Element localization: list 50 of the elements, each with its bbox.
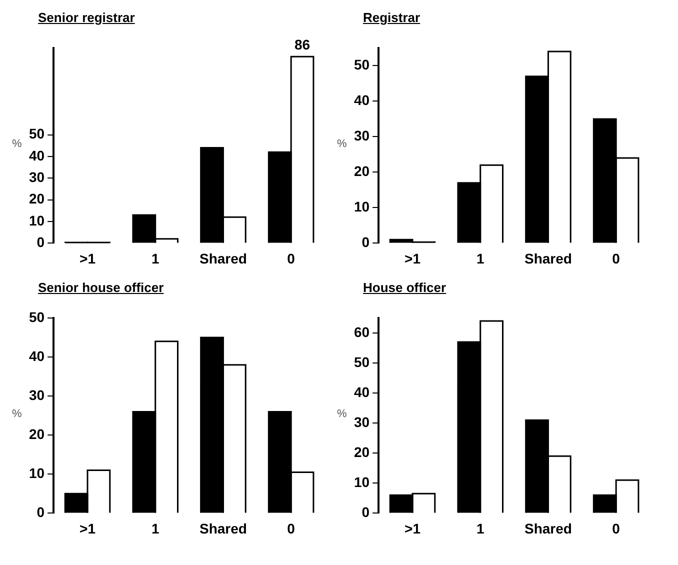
y-tick-label: 10 [28,465,45,482]
x-tick-label: 0 [612,520,620,536]
y-tick-label: 30 [28,386,45,403]
x-tick-label: 1 [476,520,484,536]
x-tick-label: Shared [524,520,572,536]
y-tick-label: 0 [362,234,370,250]
y-axis-title: % [337,408,347,420]
y-tick-label: 10 [354,198,370,215]
y-tick-label: 50 [28,308,45,325]
y-tick-label: 50 [354,56,370,73]
y-tick-label: 30 [354,128,370,144]
x-tick-label: >1 [80,520,96,536]
x-tick-label: 0 [612,250,620,266]
chart-title: Senior registrar [38,10,135,25]
y-axis-title: % [12,138,22,150]
x-tick-label: >1 [404,520,421,536]
y-tick-label: 20 [354,163,370,180]
y-tick-label: 50 [354,354,370,370]
x-tick-label: Shared [524,250,572,266]
x-tick-label: 1 [151,250,160,266]
y-tick-label: 20 [28,190,45,207]
y-tick-label: 0 [36,504,45,520]
y-tick-label: 10 [354,474,370,490]
x-tick-label: 0 [287,520,296,536]
y-tick-label: 0 [36,234,45,250]
data-label: 86 [294,36,310,53]
y-tick-label: 20 [28,426,45,442]
y-tick-label: 40 [354,384,370,400]
y-axis-title: % [12,408,22,420]
x-tick-label: 0 [287,250,296,266]
y-tick-label: 0 [362,504,370,520]
y-tick-label: 60 [354,324,370,340]
x-tick-label: Shared [199,250,247,266]
chart-title: House officer [363,280,446,295]
y-axis-title: % [337,138,347,150]
x-tick-label: Shared [199,520,247,536]
chart-title: Registrar [363,10,420,25]
chart-title: Senior house officer [38,280,164,295]
y-tick-label: 40 [354,92,370,108]
y-tick-label: 30 [28,168,45,185]
x-tick-label: 1 [476,250,484,266]
y-tick-label: 30 [354,414,370,430]
y-tick-label: 10 [28,212,45,228]
y-tick-label: 40 [28,147,45,164]
y-tick-label: 40 [28,348,45,364]
y-tick-label: 50 [28,126,45,142]
x-tick-label: >1 [80,250,96,266]
x-tick-label: 1 [151,520,160,536]
x-tick-label: >1 [404,250,421,266]
y-tick-label: 20 [354,444,370,460]
